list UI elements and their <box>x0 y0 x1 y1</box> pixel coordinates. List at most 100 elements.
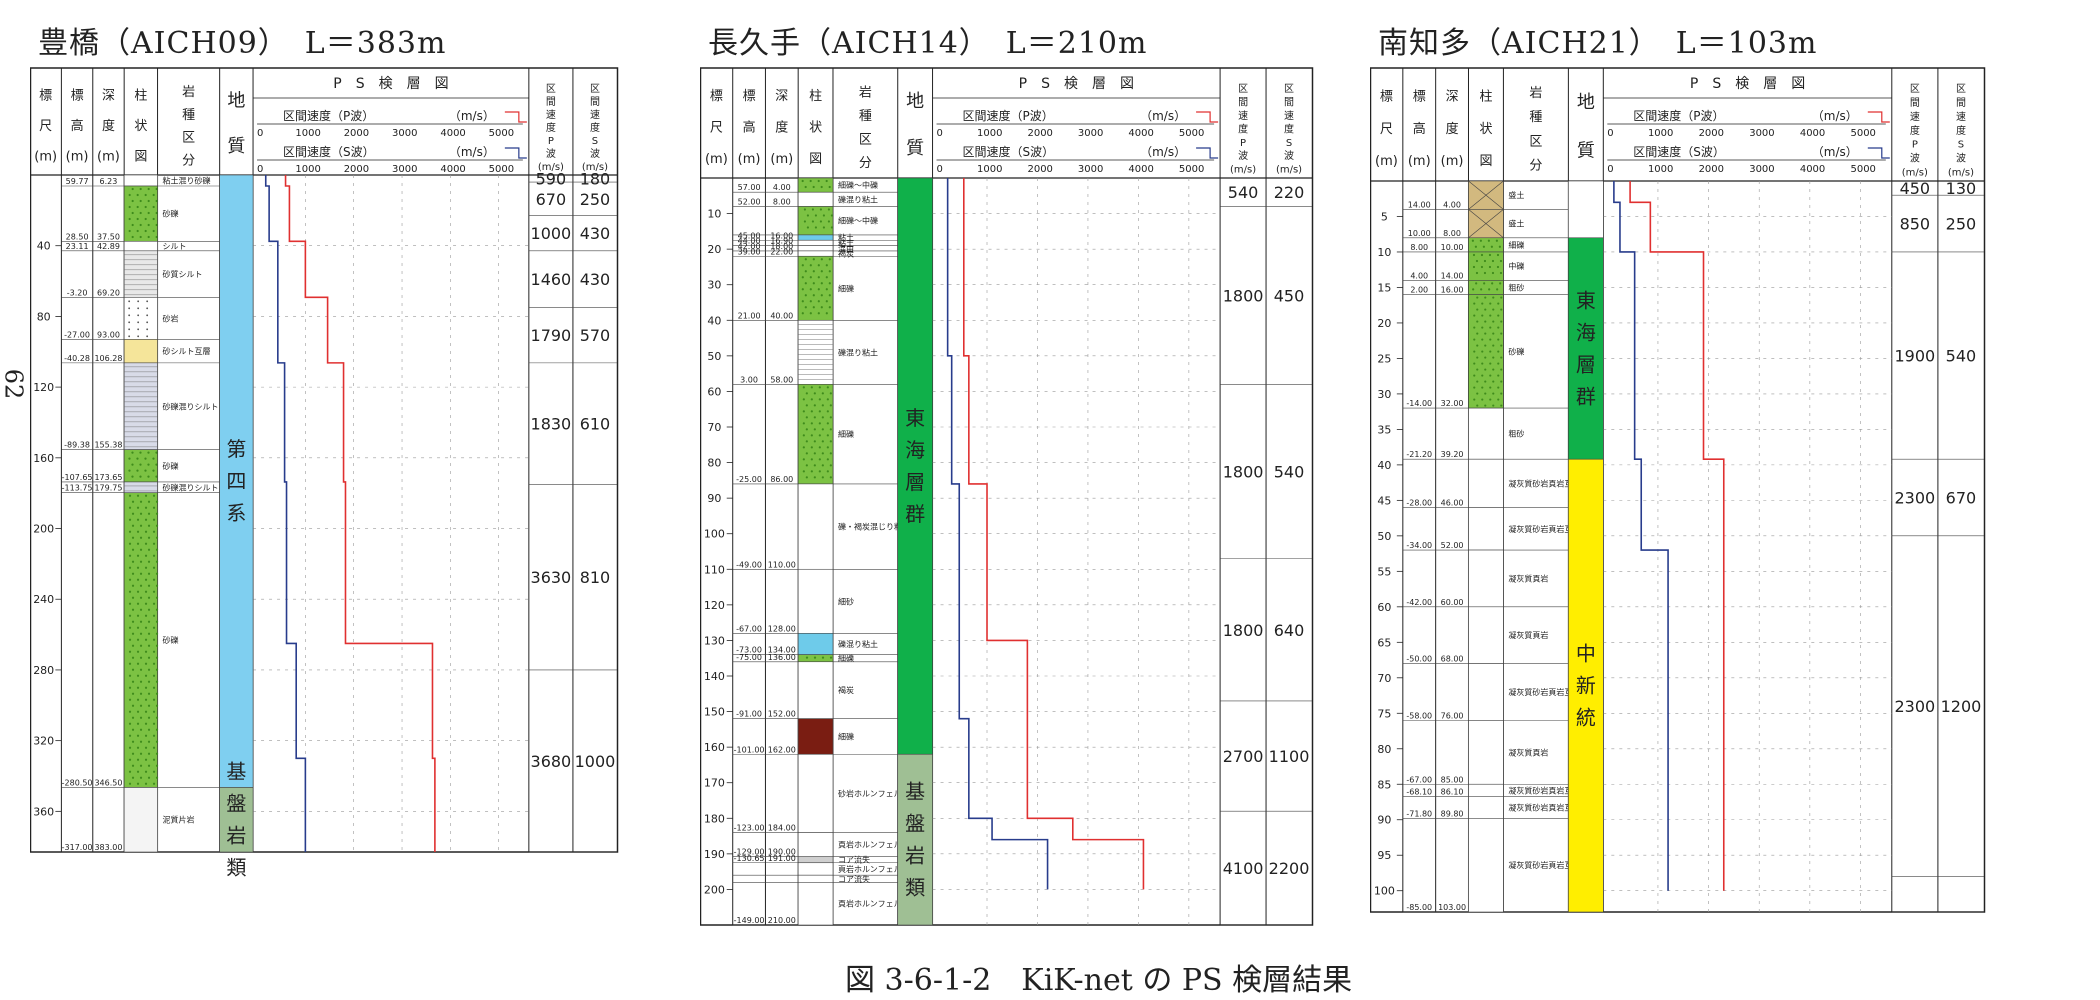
gravel-dot <box>128 710 132 713</box>
layer-depth: 22.00 <box>770 247 793 256</box>
geology-label: 新 <box>1576 674 1596 698</box>
gravel-dot <box>155 475 158 478</box>
gravel-dot <box>1484 320 1487 323</box>
gravel-dot <box>144 674 148 677</box>
layer-depth: 8.00 <box>1443 229 1461 238</box>
layer-column-fill <box>797 234 834 241</box>
p-axis-legend-line <box>1196 111 1219 123</box>
gravel-dot <box>139 223 142 227</box>
gravel-dot <box>147 187 150 191</box>
gravel-dot <box>155 692 159 695</box>
layer-depth: 134.00 <box>768 646 796 655</box>
gravel-dot <box>139 475 142 478</box>
gravel-dot <box>818 422 821 425</box>
header-elevation: (m) <box>738 152 761 167</box>
scale-label: 170 <box>704 777 725 790</box>
scale-label: 70 <box>1377 672 1391 685</box>
gravel-dot <box>136 734 140 737</box>
gravel-dot <box>128 530 132 533</box>
p-axis-tick: 3000 <box>1749 128 1774 139</box>
s-axis-tick: 3000 <box>1078 164 1103 175</box>
header-rock-type: 分 <box>1529 159 1542 174</box>
gravel-dot <box>817 300 820 303</box>
layer-rock-name: 礫混り粘土 <box>838 639 878 649</box>
log-table: 標尺(m)標高(m)深度(m)柱状図岩種区分地質区間速度P波(m/s)区間速度S… <box>700 67 1314 926</box>
gravel-dot <box>139 199 142 203</box>
gravel-dot <box>813 476 816 479</box>
gravel-dot <box>820 294 823 297</box>
gravel-dot <box>828 282 831 285</box>
gravel-dot <box>805 656 809 659</box>
scale-label: 60 <box>1377 601 1391 614</box>
gravel-dot <box>128 746 132 749</box>
gravel-dot <box>1487 239 1490 242</box>
layer-depth: 155.38 <box>94 441 122 450</box>
gravel-dot <box>1481 386 1484 389</box>
gravel-dot <box>830 214 833 217</box>
gravel-dot <box>131 692 135 695</box>
scale-label: 20 <box>1377 317 1391 330</box>
gravel-dot <box>822 226 825 229</box>
vp-value: 1800 <box>1223 286 1264 305</box>
header-elevation: 高 <box>743 119 756 135</box>
gravel-dot <box>803 208 806 211</box>
gravel-dot <box>1500 320 1503 323</box>
header-geology: 地 <box>227 90 245 111</box>
gravel-dot <box>144 650 148 653</box>
scale-label: 120 <box>33 381 54 394</box>
gravel-dot <box>131 620 135 623</box>
gravel-dot <box>152 626 156 629</box>
layer-depth: 14.00 <box>1441 271 1464 280</box>
header-elevation: 標 <box>71 89 84 104</box>
gravel-dot <box>1490 245 1493 248</box>
gravel-dot <box>128 662 132 665</box>
s-wave-curve <box>946 178 1049 890</box>
layer-elevation: -149.00 <box>734 916 765 925</box>
gravel-dot <box>136 457 139 460</box>
sand-dot <box>128 335 131 338</box>
gravel-dot <box>1497 398 1500 401</box>
vs-value: 670 <box>1946 489 1977 508</box>
header-rock-type: 分 <box>182 153 195 168</box>
gravel-dot <box>136 710 140 713</box>
layer-depth: 8.00 <box>773 197 791 206</box>
header-column: 柱 <box>1479 90 1492 105</box>
vs-value: 450 <box>1274 286 1305 305</box>
gravel-dot <box>144 782 148 785</box>
gravel-dot <box>1484 380 1487 383</box>
gravel-dot <box>139 608 143 611</box>
gravel-dot <box>152 734 156 737</box>
log-table: 標尺(m)標高(m)深度(m)柱状図岩種区分地質区間速度P波(m/s)区間速度S… <box>1370 67 1986 913</box>
header-rock-type: 種 <box>859 108 872 124</box>
layer-rock-name: 砂質シルト <box>163 269 203 279</box>
layer-column-fill <box>123 362 158 450</box>
gravel-dot <box>818 446 821 449</box>
gravel-dot <box>822 214 825 217</box>
layer-rock-name: 細礫～中礫 <box>838 180 878 190</box>
layer-rock-name: 砂礫 <box>1508 346 1524 356</box>
log-title: 豊橋（AICH09） L＝383m <box>38 26 447 61</box>
header-elevation: 高 <box>1413 121 1426 137</box>
gravel-dot <box>806 226 809 229</box>
gravel-dot <box>152 518 156 521</box>
gravel-dot <box>139 668 143 671</box>
gravel-dot <box>1480 288 1483 291</box>
layer-depth: 85.00 <box>1441 775 1464 784</box>
gravel-dot <box>818 470 821 473</box>
table-border <box>700 67 1314 926</box>
gravel-dot <box>826 458 829 461</box>
gravel-dot <box>1500 332 1503 335</box>
header-rock-type: 岩 <box>1529 86 1542 101</box>
gravel-dot <box>155 223 158 227</box>
vp-value: 850 <box>1900 215 1931 234</box>
header-scale: 尺 <box>1380 122 1393 137</box>
layer-rock-name: 褐炭 <box>838 249 854 259</box>
s-axis-tick: 0 <box>257 164 263 175</box>
layer-column-fill <box>1468 606 1504 664</box>
sand-dot <box>137 307 140 310</box>
layer-elevation: 8.00 <box>1410 243 1428 252</box>
gravel-dot <box>147 620 151 623</box>
gravel-dot <box>826 410 829 413</box>
layer-elevation: -68.10 <box>1406 787 1432 796</box>
gravel-dot <box>826 446 829 449</box>
